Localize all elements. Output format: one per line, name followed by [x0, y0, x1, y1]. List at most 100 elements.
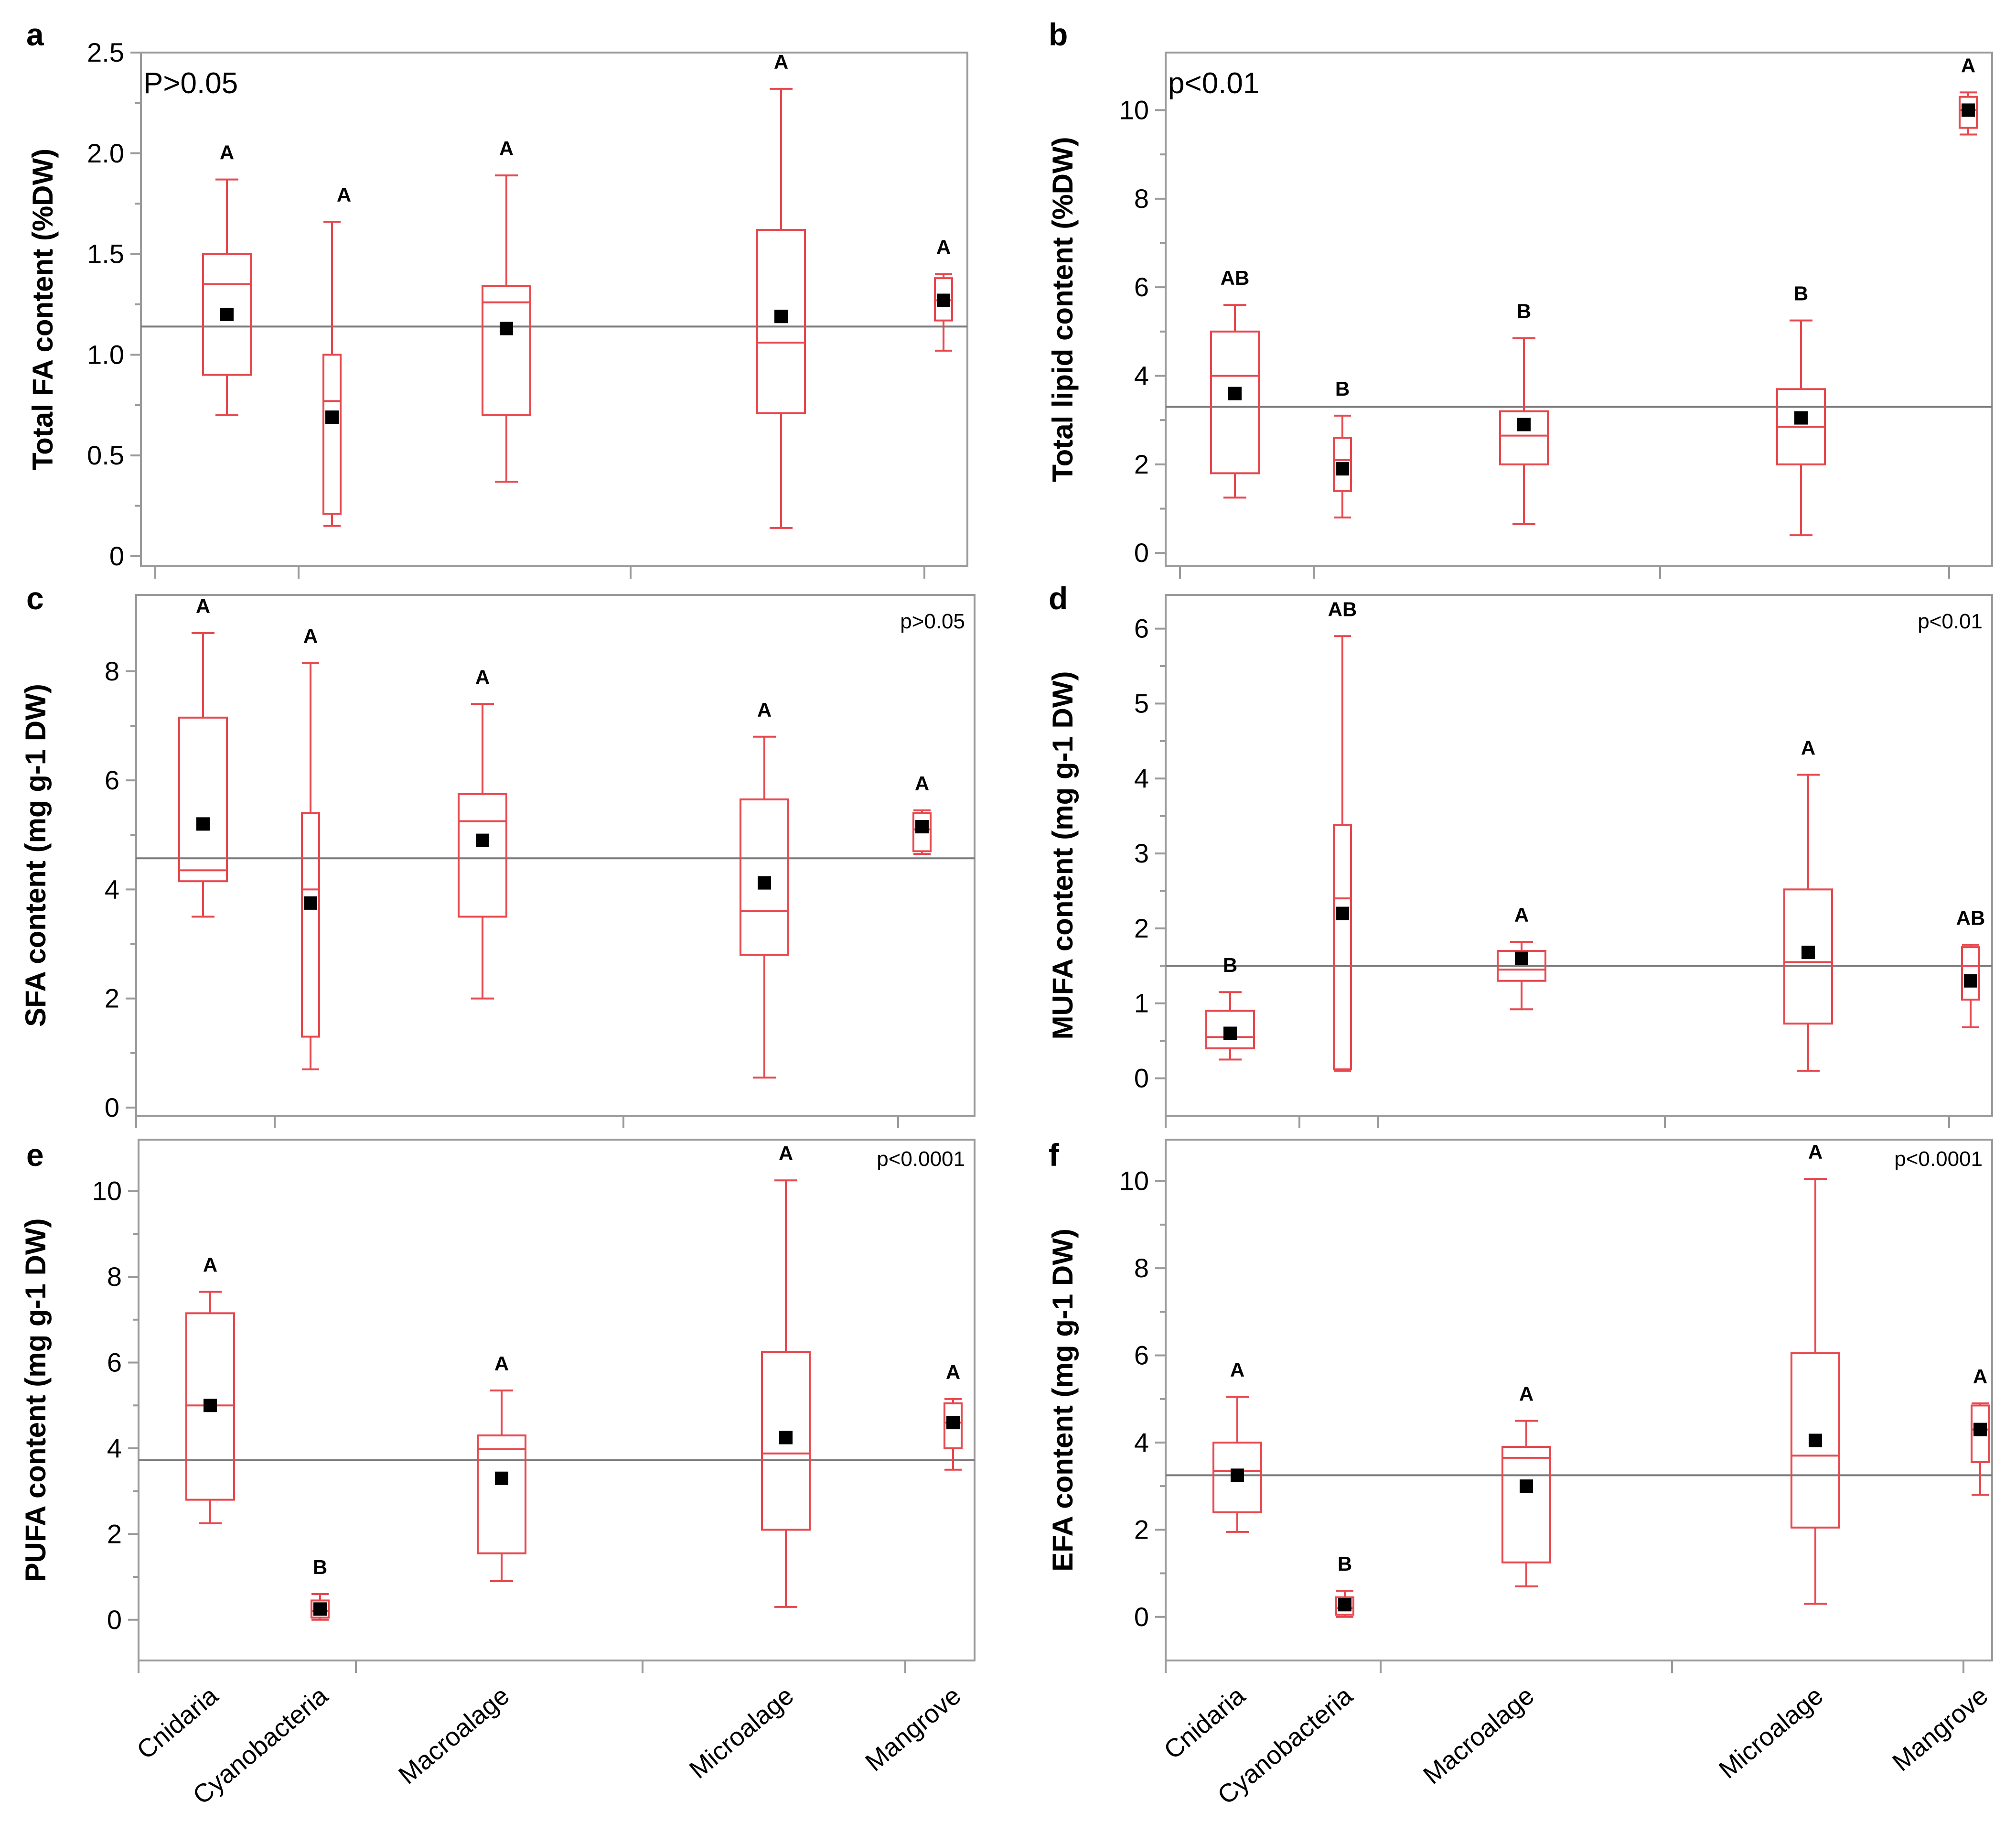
- iqr-box: [202, 253, 252, 376]
- y-tick-label: 4: [107, 1433, 122, 1463]
- y-axis-label: EFA content (mg g-1 DW): [1047, 1229, 1079, 1572]
- y-tick-label: 6: [1134, 1340, 1149, 1370]
- mean-marker: [1962, 103, 1975, 117]
- y-tick-label: 4: [1134, 763, 1149, 793]
- mean-marker: [204, 1399, 217, 1412]
- mean-marker: [1231, 1468, 1244, 1482]
- iqr-box: [934, 277, 953, 322]
- significance-letter: A: [1230, 1358, 1244, 1381]
- box-group-macroalage: A: [1501, 1382, 1551, 1587]
- p-value-label: p<0.0001: [877, 1147, 965, 1171]
- box-group-macroalage: A: [458, 666, 507, 1000]
- significance-letter: A: [1808, 1141, 1823, 1163]
- y-tick-label: 1.0: [87, 339, 124, 369]
- iqr-box: [1961, 946, 1980, 1001]
- y-axis-label: Total FA content (%DW): [27, 149, 59, 470]
- mean-marker: [1520, 1479, 1533, 1493]
- mean-marker: [495, 1471, 508, 1485]
- significance-letter: A: [1801, 736, 1815, 759]
- mean-marker: [500, 322, 513, 335]
- mean-marker: [1973, 1423, 1987, 1436]
- mean-marker: [937, 293, 950, 307]
- y-tick-label: 8: [1134, 1253, 1149, 1283]
- panel-letter: b: [1049, 17, 1068, 52]
- y-axis-label: SFA content (mg g-1 DW): [20, 684, 52, 1027]
- iqr-box: [756, 228, 806, 414]
- mean-marker: [1336, 906, 1349, 920]
- box-group-cyanobacteria: B: [311, 1556, 330, 1621]
- y-tick-label: 0: [1134, 1063, 1149, 1093]
- box-group-mangrove: A: [1971, 1365, 1990, 1496]
- box-group-cnidaria: A: [1212, 1358, 1262, 1533]
- box-group-microalage: B: [1776, 282, 1826, 537]
- y-tick-label: 6: [1134, 614, 1149, 644]
- mean-marker: [774, 310, 788, 323]
- significance-letter: A: [936, 236, 951, 259]
- box-group-microalage: A: [1783, 736, 1833, 1072]
- y-tick-label: 4: [1134, 1427, 1149, 1457]
- y-axis-label: PUFA content (mg g-1 DW): [20, 1218, 52, 1582]
- iqr-box: [1959, 96, 1978, 129]
- box-group-cnidaria: AB: [1210, 267, 1260, 499]
- significance-letter: A: [774, 51, 788, 73]
- plot-frame: [138, 1139, 976, 1661]
- y-tick-label: 5: [1134, 688, 1149, 718]
- box-group-cyanobacteria: AB: [1328, 598, 1357, 1072]
- iqr-box: [1783, 888, 1833, 1025]
- iqr-box: [178, 716, 228, 883]
- iqr-box: [1333, 824, 1352, 1070]
- significance-letter: A: [1961, 54, 1975, 76]
- mean-marker: [220, 308, 234, 322]
- y-tick-label: 2: [1134, 1514, 1149, 1544]
- y-tick-label: 4: [1134, 361, 1149, 391]
- box-group-macroalage: A: [1497, 904, 1546, 1011]
- iqr-box: [322, 354, 342, 515]
- box-group-macroalage: A: [482, 137, 531, 483]
- significance-letter: B: [1223, 954, 1237, 976]
- significance-letter: A: [220, 141, 234, 164]
- y-tick-label: 2.5: [87, 37, 124, 67]
- plot-frame: [140, 52, 968, 567]
- mean-marker: [1228, 387, 1242, 400]
- y-tick-label: 4: [105, 874, 119, 904]
- significance-letter: B: [313, 1556, 327, 1578]
- iqr-box: [1501, 1446, 1551, 1563]
- box-group-cnidaria: A: [185, 1253, 235, 1524]
- mean-marker: [476, 833, 489, 847]
- mean-marker: [325, 410, 339, 424]
- significance-letter: B: [1517, 300, 1531, 323]
- box-group-microalage: A: [761, 1142, 811, 1608]
- y-tick-label: 0: [107, 1605, 122, 1635]
- y-tick-label: 6: [1134, 272, 1149, 302]
- y-tick-label: 1.5: [87, 239, 124, 269]
- iqr-box: [1333, 437, 1352, 492]
- significance-letter: AB: [1328, 598, 1357, 620]
- significance-letter: A: [475, 666, 490, 688]
- mean-marker: [915, 820, 929, 834]
- y-tick-label: 0: [1134, 1602, 1149, 1632]
- box-group-microalage: A: [740, 699, 789, 1079]
- y-tick-label: 10: [1119, 95, 1149, 125]
- y-tick-label: 10: [92, 1176, 122, 1206]
- box-group-microalage: A: [756, 51, 806, 529]
- significance-letter: A: [499, 137, 514, 160]
- box-group-microalage: A: [1791, 1141, 1840, 1605]
- mean-marker: [1802, 946, 1815, 960]
- y-tick-label: 0: [105, 1092, 119, 1122]
- iqr-box: [1205, 1010, 1255, 1049]
- y-axis-label: MUFA content (mg g-1 DW): [1047, 671, 1079, 1039]
- significance-letter: A: [946, 1361, 960, 1383]
- y-tick-label: 0: [1134, 538, 1149, 568]
- iqr-box: [1210, 330, 1260, 474]
- significance-letter: A: [494, 1352, 509, 1375]
- y-tick-label: 10: [1119, 1166, 1149, 1196]
- significance-letter: A: [757, 699, 772, 721]
- panel-d: d MUFA content (mg g-1 DW) 0 1 2 3 4 5 6 p<0.01 B A…: [1047, 581, 1993, 1128]
- mean-marker: [1336, 462, 1349, 476]
- significance-letter: A: [203, 1253, 217, 1276]
- iqr-box: [944, 1402, 963, 1449]
- plot-frame: [1165, 594, 1993, 1117]
- mean-marker: [1338, 1598, 1351, 1612]
